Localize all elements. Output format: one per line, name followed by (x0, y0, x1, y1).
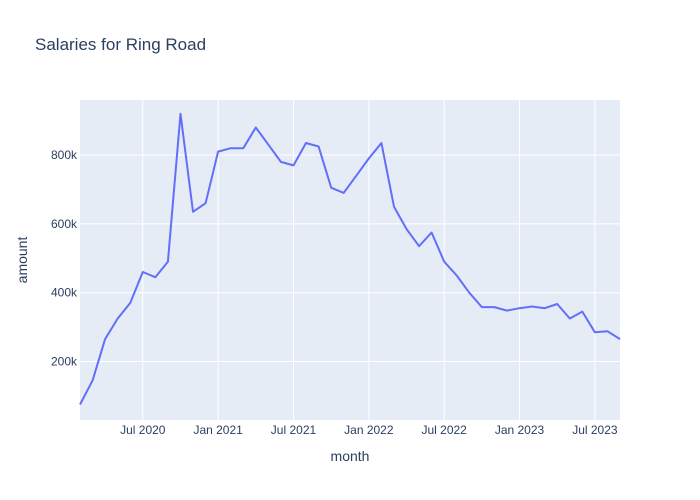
y-tick-label: 400k (51, 286, 78, 300)
y-tick-label: 200k (51, 355, 78, 369)
plot-area (80, 100, 620, 420)
x-axis-title: month (331, 448, 370, 464)
y-tick-label: 600k (51, 217, 78, 231)
x-tick-label: Jul 2021 (271, 423, 317, 437)
x-tick-label: Jul 2020 (120, 423, 166, 437)
x-tick-labels: Jul 2020 Jan 2021 Jul 2021 Jan 2022 Jul 2022… (120, 423, 618, 437)
x-tick-label: Jan 2022 (344, 423, 394, 437)
chart-title: Salaries for Ring Road (35, 35, 206, 54)
y-tick-labels: 200k 400k 600k 800k (51, 148, 78, 368)
series-line (79, 112, 621, 405)
x-tick-label: Jan 2023 (495, 423, 545, 437)
y-axis-title: amount (14, 237, 30, 284)
x-tick-label: Jul 2022 (421, 423, 467, 437)
x-tick-label: Jul 2023 (572, 423, 618, 437)
y-tick-label: 800k (51, 148, 78, 162)
y-gridlines (80, 154, 620, 363)
series-layer (79, 112, 621, 405)
x-tick-label: Jan 2021 (193, 423, 243, 437)
